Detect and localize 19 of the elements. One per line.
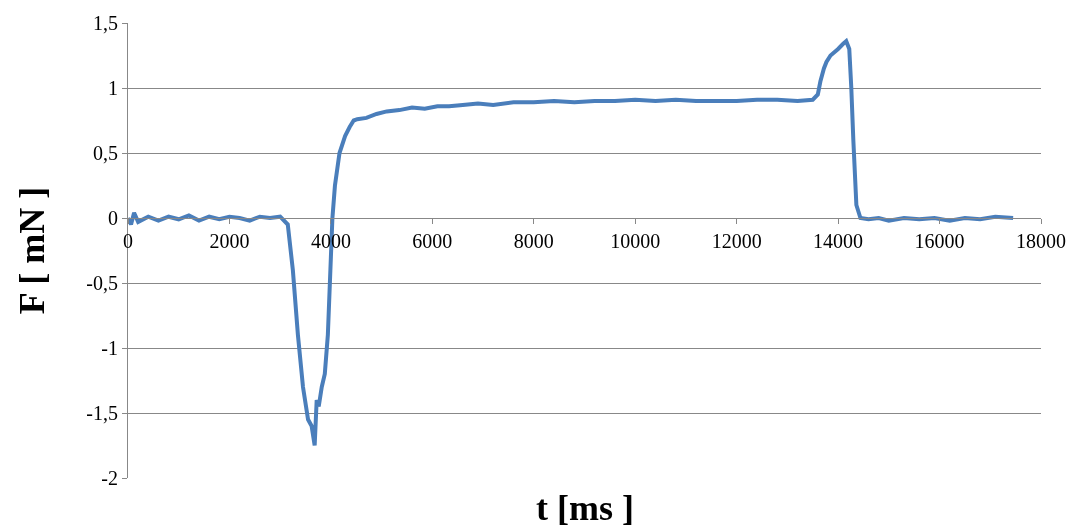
x-tick-label: 2000 xyxy=(209,230,250,252)
y-tick-label: -2 xyxy=(101,467,118,489)
x-tick-label: 14000 xyxy=(813,230,864,252)
x-tick-label: 10000 xyxy=(610,230,661,252)
x-tick-label: 16000 xyxy=(914,230,965,252)
x-tick-label: 0 xyxy=(123,230,133,252)
y-tick-label: -1,5 xyxy=(86,402,118,424)
x-axis-title: t [ms ] xyxy=(536,488,634,528)
y-tick-label: 0 xyxy=(108,207,118,229)
x-tick-label: 8000 xyxy=(513,230,554,252)
y-axis-title: F [ mN ] xyxy=(12,186,53,315)
y-tick-label: -1 xyxy=(101,337,118,359)
y-tick-label: 1 xyxy=(108,77,118,99)
x-tick-label: 6000 xyxy=(412,230,453,252)
y-tick-label: 0,5 xyxy=(93,142,118,164)
y-tick-label: 1,5 xyxy=(93,12,118,34)
x-tick-label: 12000 xyxy=(711,230,762,252)
x-tick-label: 18000 xyxy=(1016,230,1066,252)
y-tick-label: -0,5 xyxy=(86,272,118,294)
